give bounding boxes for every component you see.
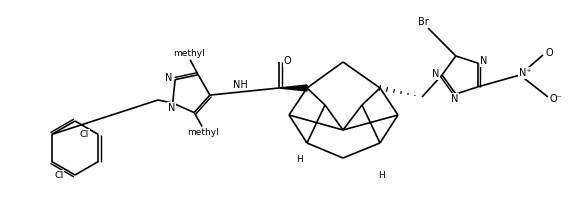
Text: O⁻: O⁻	[550, 94, 562, 104]
Text: N: N	[451, 94, 459, 104]
Text: methyl: methyl	[187, 128, 219, 137]
Text: Br: Br	[418, 17, 428, 27]
Text: N: N	[168, 103, 175, 113]
Text: Cl: Cl	[80, 130, 89, 139]
Text: Cl: Cl	[55, 171, 64, 179]
Text: N: N	[480, 56, 488, 66]
Text: H: H	[296, 156, 303, 164]
Text: methyl: methyl	[173, 49, 205, 58]
Text: H: H	[378, 171, 385, 179]
Text: O: O	[283, 56, 291, 66]
Polygon shape	[279, 85, 307, 91]
Text: NH: NH	[233, 80, 248, 90]
Text: N: N	[166, 73, 173, 83]
Text: N⁺: N⁺	[519, 68, 531, 78]
Text: N: N	[432, 69, 440, 79]
Text: O: O	[545, 48, 553, 58]
